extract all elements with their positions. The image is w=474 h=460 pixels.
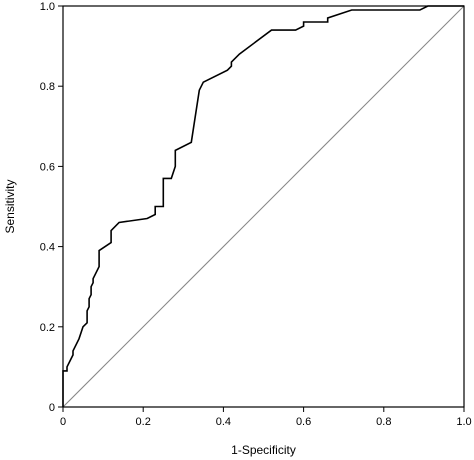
y-axis-ticks: 0 0.2 0.4 0.6 0.8 1.0 bbox=[40, 1, 63, 414]
x-tick-label: 0.8 bbox=[376, 416, 391, 428]
y-tick-label: 0 bbox=[49, 402, 55, 414]
x-tick-label: 0 bbox=[60, 416, 66, 428]
plot-area bbox=[62, 5, 465, 408]
x-axis-ticks: 0 0.2 0.4 0.6 0.8 1.0 bbox=[60, 407, 472, 428]
x-tick-label: 0.2 bbox=[136, 416, 151, 428]
x-tick-label: 1.0 bbox=[456, 416, 471, 428]
x-tick-label: 0.4 bbox=[216, 416, 231, 428]
y-tick-label: 1.0 bbox=[40, 1, 55, 13]
y-tick-label: 0.8 bbox=[40, 81, 55, 93]
y-tick-label: 0.6 bbox=[40, 161, 55, 173]
y-tick-label: 0.2 bbox=[40, 322, 55, 334]
y-axis-label: Sensitivity bbox=[3, 179, 17, 233]
x-axis-label: 1-Specificity bbox=[231, 443, 296, 457]
plot-frame bbox=[62, 5, 465, 408]
y-tick-label: 0.4 bbox=[40, 242, 55, 254]
roc-curve-line bbox=[62, 5, 464, 407]
reference-diagonal-line bbox=[62, 5, 465, 408]
x-tick-label: 0.6 bbox=[296, 416, 311, 428]
